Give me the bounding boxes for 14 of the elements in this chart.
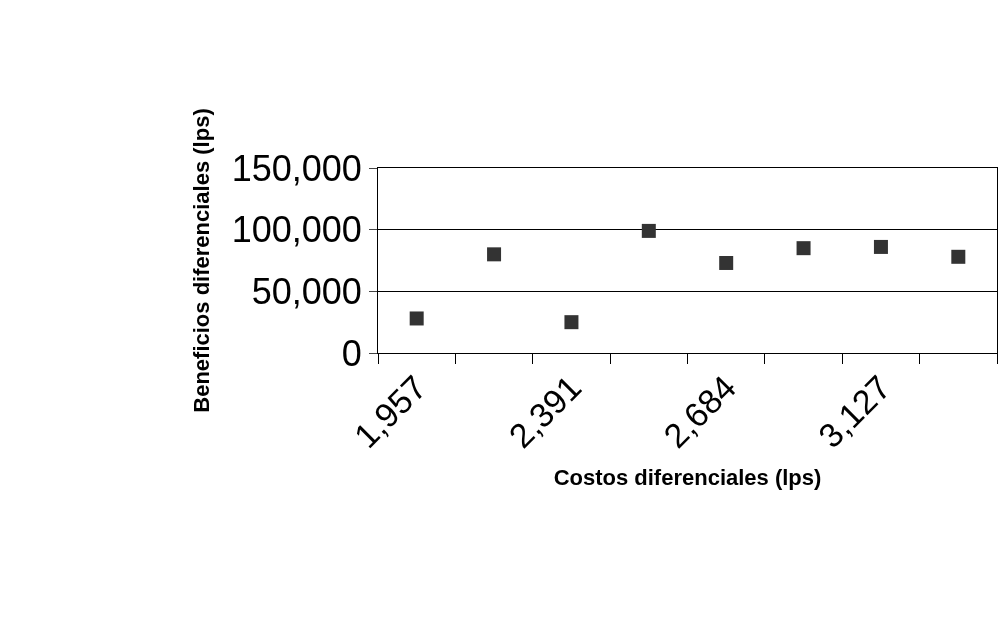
point — [873, 239, 888, 254]
point — [719, 255, 734, 270]
point — [796, 241, 811, 256]
y-tick-label: 150,000 — [231, 147, 362, 189]
y-tick-label: 0 — [341, 332, 362, 374]
point — [409, 311, 424, 326]
point — [487, 247, 502, 262]
y-tick-label: 100,000 — [231, 209, 362, 251]
point — [641, 223, 656, 238]
point — [951, 249, 966, 264]
x-axis-title: Costos diferenciales (lps) — [553, 464, 822, 490]
y-tick-label: 50,000 — [251, 270, 362, 312]
point — [564, 315, 579, 330]
y-axis-title: Beneficios diferenciales (lps) — [189, 108, 215, 413]
